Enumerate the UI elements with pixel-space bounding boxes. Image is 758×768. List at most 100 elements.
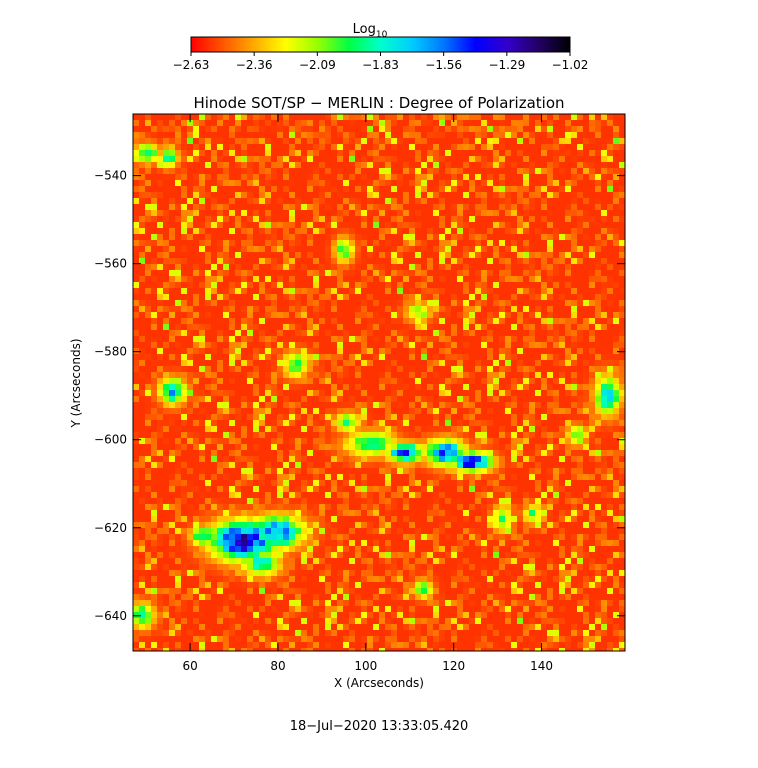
heatmap-cell	[505, 276, 511, 282]
heatmap-cell	[175, 432, 181, 438]
heatmap-cell	[301, 198, 307, 204]
heatmap-cell	[445, 270, 451, 276]
heatmap-cell	[145, 252, 151, 258]
heatmap-cell	[163, 276, 169, 282]
heatmap-cell	[367, 264, 373, 270]
heatmap-cell	[367, 390, 373, 396]
heatmap-cell	[607, 138, 613, 144]
heatmap-cell	[319, 234, 325, 240]
heatmap-cell	[271, 414, 277, 420]
heatmap-cell	[295, 360, 301, 366]
heatmap-cell	[193, 456, 199, 462]
heatmap-cell	[379, 126, 385, 132]
heatmap-cell	[193, 336, 199, 342]
heatmap-cell	[331, 192, 337, 198]
heatmap-cell	[571, 264, 577, 270]
heatmap-cell	[457, 366, 463, 372]
heatmap-cell	[211, 420, 217, 426]
heatmap-cell	[391, 186, 397, 192]
heatmap-cell	[211, 444, 217, 450]
heatmap-cell	[193, 324, 199, 330]
heatmap-cell	[433, 186, 439, 192]
heatmap-cell	[205, 474, 211, 480]
heatmap-cell	[319, 342, 325, 348]
heatmap-cell	[487, 192, 493, 198]
heatmap-cell	[589, 174, 595, 180]
heatmap-cell	[613, 204, 619, 210]
heatmap-cell	[331, 318, 337, 324]
heatmap-cell	[409, 282, 415, 288]
heatmap-cell	[289, 240, 295, 246]
heatmap-cell	[361, 198, 367, 204]
heatmap-cell	[223, 360, 229, 366]
heatmap-cell	[355, 444, 361, 450]
heatmap-cell	[139, 210, 145, 216]
heatmap-cell	[457, 114, 463, 120]
heatmap-cell	[559, 180, 565, 186]
heatmap-cell	[373, 456, 379, 462]
heatmap-cell	[259, 222, 265, 228]
heatmap-cell	[409, 276, 415, 282]
heatmap-cell	[511, 336, 517, 342]
heatmap-cell	[145, 444, 151, 450]
heatmap-cell	[505, 288, 511, 294]
heatmap-cell	[289, 150, 295, 156]
heatmap-cell	[613, 270, 619, 276]
heatmap-cell	[535, 240, 541, 246]
heatmap-cell	[133, 174, 139, 180]
heatmap-cell	[493, 384, 499, 390]
heatmap-cell	[301, 186, 307, 192]
heatmap-cell	[499, 396, 505, 402]
heatmap-cell	[505, 420, 511, 426]
heatmap-cell	[145, 372, 151, 378]
heatmap-cell	[529, 204, 535, 210]
heatmap-cell	[535, 204, 541, 210]
heatmap-cell	[355, 396, 361, 402]
heatmap-cell	[337, 450, 343, 456]
heatmap-cell	[247, 396, 253, 402]
heatmap-cell	[325, 420, 331, 426]
heatmap-cell	[193, 360, 199, 366]
heatmap-cell	[547, 174, 553, 180]
heatmap-cell	[439, 462, 445, 468]
heatmap-cell	[409, 150, 415, 156]
heatmap-cell	[181, 474, 187, 480]
heatmap-cell	[541, 222, 547, 228]
heatmap-cell	[595, 378, 601, 384]
heatmap-cell	[259, 396, 265, 402]
heatmap-cell	[385, 288, 391, 294]
heatmap-cell	[313, 282, 319, 288]
heatmap-cell	[313, 180, 319, 186]
heatmap-cell	[223, 342, 229, 348]
heatmap-cell	[157, 348, 163, 354]
heatmap-cell	[487, 432, 493, 438]
heatmap-cell	[139, 456, 145, 462]
heatmap-cell	[325, 450, 331, 456]
heatmap-cell	[511, 300, 517, 306]
heatmap-cell	[157, 360, 163, 366]
heatmap-cell	[145, 414, 151, 420]
heatmap-cell	[589, 420, 595, 426]
heatmap-cell	[565, 132, 571, 138]
heatmap-cell	[547, 450, 553, 456]
heatmap-cell	[145, 318, 151, 324]
heatmap-cell	[319, 126, 325, 132]
heatmap-cell	[355, 204, 361, 210]
heatmap-cell	[319, 138, 325, 144]
heatmap-cell	[157, 342, 163, 348]
heatmap-cell	[373, 324, 379, 330]
heatmap-cell	[583, 114, 589, 120]
heatmap-cell	[229, 210, 235, 216]
heatmap-cell	[415, 378, 421, 384]
heatmap-cell	[613, 150, 619, 156]
heatmap-cell	[325, 294, 331, 300]
heatmap-cell	[481, 186, 487, 192]
heatmap-cell	[331, 462, 337, 468]
heatmap-cell	[487, 456, 493, 462]
heatmap-cell	[277, 396, 283, 402]
heatmap-cell	[361, 324, 367, 330]
heatmap-cell	[265, 336, 271, 342]
heatmap-cell	[475, 144, 481, 150]
heatmap-cell	[457, 378, 463, 384]
heatmap-cell	[601, 312, 607, 318]
